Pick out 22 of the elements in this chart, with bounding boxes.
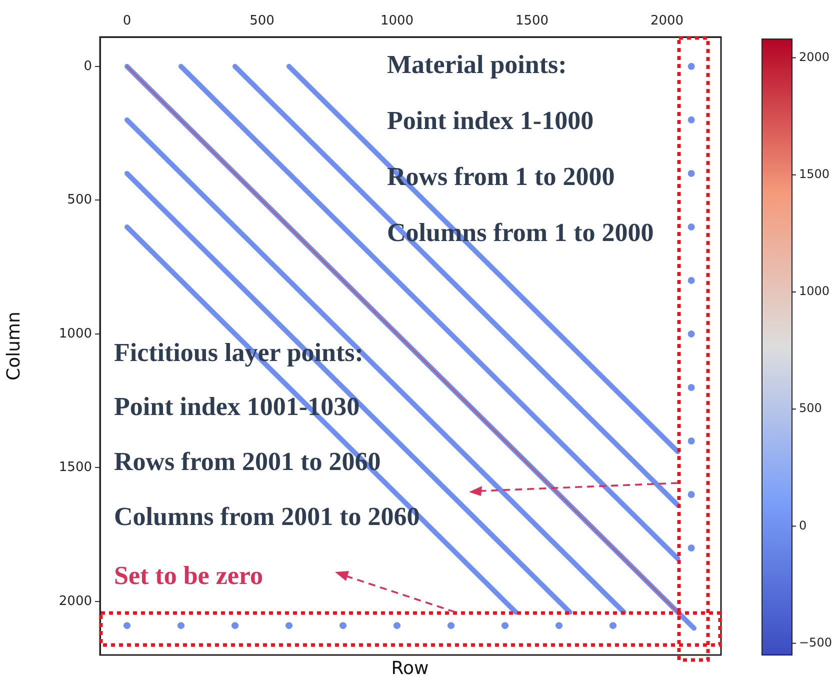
- annotation: Point index 1-1000: [387, 105, 594, 137]
- x-tick-label: 0: [122, 14, 132, 29]
- x-axis-title: Row: [390, 658, 430, 679]
- color-bar-label: 1000: [799, 284, 830, 298]
- color-bar-label: 1500: [799, 166, 830, 181]
- x-tick-label: 2000: [650, 14, 684, 29]
- y-axis-title: Column: [3, 312, 24, 380]
- y-tick-label: 2000: [58, 594, 92, 609]
- x-tick-label: 1000: [380, 14, 414, 29]
- color-bar-label: 500: [799, 401, 822, 416]
- x-tick-label: 500: [250, 14, 274, 29]
- x-tick-label: 1500: [515, 14, 549, 29]
- annotation: Columns from 2001 to 2060: [114, 501, 420, 533]
- color-bar-label: 0: [799, 518, 807, 532]
- color-bar-label: −500: [799, 635, 832, 650]
- y-tick-label: 1500: [58, 460, 92, 476]
- y-tick-label: 0: [84, 58, 92, 74]
- annotation: Set to be zero: [114, 560, 263, 592]
- y-tick-label: 1000: [58, 326, 92, 342]
- color-bar-label: 2000: [799, 50, 830, 64]
- annotation: Material points:: [387, 49, 567, 81]
- y-tick-label: 500: [67, 192, 92, 208]
